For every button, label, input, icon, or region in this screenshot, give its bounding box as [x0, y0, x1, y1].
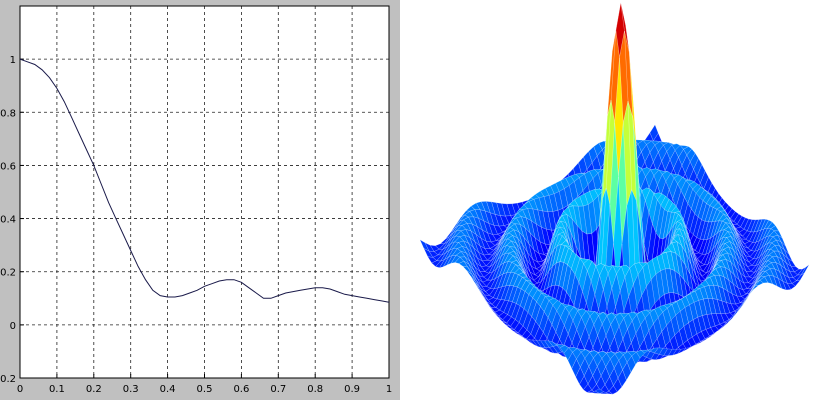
y-tick-label: 0.6 — [0, 161, 16, 172]
x-tick-label: 0.2 — [86, 384, 102, 395]
y-tick-label: -0.2 — [0, 374, 16, 385]
x-tick-label: 0.5 — [197, 384, 213, 395]
surface-plot-svg — [419, 2, 810, 395]
x-tick-label: 0.6 — [233, 384, 249, 395]
surface-plot-panel — [402, 0, 824, 400]
x-tick-label: 0.9 — [344, 384, 360, 395]
x-tick-label: 0.8 — [307, 384, 323, 395]
plot-border — [19, 5, 390, 379]
y-tick-label: 1 — [10, 55, 16, 66]
x-tick-label: 0.3 — [123, 384, 139, 395]
x-tick-label: 0.1 — [49, 384, 65, 395]
line-chart-svg: 00.10.20.30.40.50.60.70.80.91-0.200.20.4… — [0, 0, 400, 400]
y-tick-label: 0.8 — [0, 108, 16, 119]
y-tick-label: 0 — [10, 321, 16, 332]
series-line — [19, 58, 390, 303]
x-tick-label: 0 — [17, 384, 23, 395]
x-tick-label: 0.4 — [160, 384, 176, 395]
surface-mesh — [419, 2, 810, 395]
surface-mesh-cell — [594, 388, 604, 394]
x-tick-label: 0.7 — [270, 384, 286, 395]
line-chart-panel: 00.10.20.30.40.50.60.70.80.91-0.200.20.4… — [0, 0, 400, 400]
x-tick-label: 1 — [386, 384, 392, 395]
y-tick-label: 0.2 — [0, 268, 16, 279]
y-tick-label: 0.4 — [0, 215, 16, 226]
